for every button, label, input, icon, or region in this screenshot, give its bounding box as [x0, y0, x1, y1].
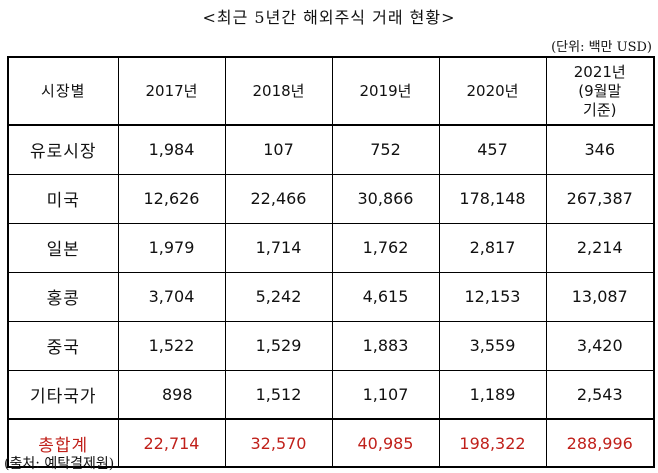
- header-2019: 2019년: [331, 56, 440, 126]
- row-label: 기타국가: [7, 369, 119, 420]
- cell-value: 346: [545, 124, 655, 175]
- cell-value: 3,559: [438, 320, 547, 371]
- header-2018: 2018년: [224, 56, 333, 126]
- table-row: 유로시장 1,984 107 752 457 346: [7, 124, 655, 175]
- cell-value: 1,979: [117, 222, 226, 273]
- header-2017: 2017년: [117, 56, 226, 126]
- document-title: <최근 5년간 해외주식 거래 현황>: [202, 8, 456, 27]
- header-2020: 2020년: [438, 56, 547, 126]
- cell-value: 12,153: [438, 271, 547, 322]
- table-row: 미국 12,626 22,466 30,866 178,148 267,387: [7, 173, 655, 224]
- table-header-row: 시장별 2017년 2018년 2019년 2020년 2021년 (9월말 기…: [7, 56, 655, 126]
- total-value: 40,985: [331, 418, 440, 468]
- row-label: 홍콩: [7, 271, 119, 322]
- table-row: 홍콩 3,704 5,242 4,615 12,153 13,087: [7, 271, 655, 322]
- row-label: 중국: [7, 320, 119, 371]
- cell-value: 1,529: [224, 320, 333, 371]
- cell-value: 3,704: [117, 271, 226, 322]
- cell-value: 5,242: [224, 271, 333, 322]
- cell-value: 22,466: [224, 173, 333, 224]
- cell-value: 1,762: [331, 222, 440, 273]
- row-label: 유로시장: [7, 124, 119, 175]
- cell-value: 1,512: [224, 369, 333, 420]
- cell-value: 4,615: [331, 271, 440, 322]
- cell-value: 457: [438, 124, 547, 175]
- total-label: 총합계: [7, 418, 119, 468]
- table-row: 일본 1,979 1,714 1,762 2,817 2,214: [7, 222, 655, 273]
- cell-value: 1,714: [224, 222, 333, 273]
- cell-value: 30,866: [331, 173, 440, 224]
- total-value: 288,996: [545, 418, 655, 468]
- cell-value: 107: [224, 124, 333, 175]
- table-row: 기타국가 898 1,512 1,107 1,189 2,543: [7, 369, 655, 420]
- cell-value: 1,522: [117, 320, 226, 371]
- source-note: (출처: 예탁결제원): [4, 456, 115, 472]
- cell-value: 2,817: [438, 222, 547, 273]
- cell-value: 3,420: [545, 320, 655, 371]
- row-label: 미국: [7, 173, 119, 224]
- cell-value: 2,214: [545, 222, 655, 273]
- cell-value: 178,148: [438, 173, 547, 224]
- cell-value: 13,087: [545, 271, 655, 322]
- cell-value: 1,984: [117, 124, 226, 175]
- table-row: 중국 1,522 1,529 1,883 3,559 3,420: [7, 320, 655, 371]
- cell-value: 1,189: [438, 369, 547, 420]
- cell-value: 898: [117, 369, 226, 420]
- trading-table: 시장별 2017년 2018년 2019년 2020년 2021년 (9월말 기…: [7, 56, 655, 468]
- total-value: 32,570: [224, 418, 333, 468]
- row-label: 일본: [7, 222, 119, 273]
- unit-note: (단위: 백만 USD): [551, 40, 652, 55]
- cell-value: 12,626: [117, 173, 226, 224]
- header-2021: 2021년 (9월말 기준): [545, 56, 655, 126]
- total-value: 22,714: [117, 418, 226, 468]
- cell-value: 1,107: [331, 369, 440, 420]
- cell-value: 2,543: [545, 369, 655, 420]
- header-market: 시장별: [7, 56, 119, 126]
- cell-value: 1,883: [331, 320, 440, 371]
- total-value: 198,322: [438, 418, 547, 468]
- cell-value: 752: [331, 124, 440, 175]
- cell-value: 267,387: [545, 173, 655, 224]
- total-row: 총합계 22,714 32,570 40,985 198,322 288,996: [7, 418, 655, 468]
